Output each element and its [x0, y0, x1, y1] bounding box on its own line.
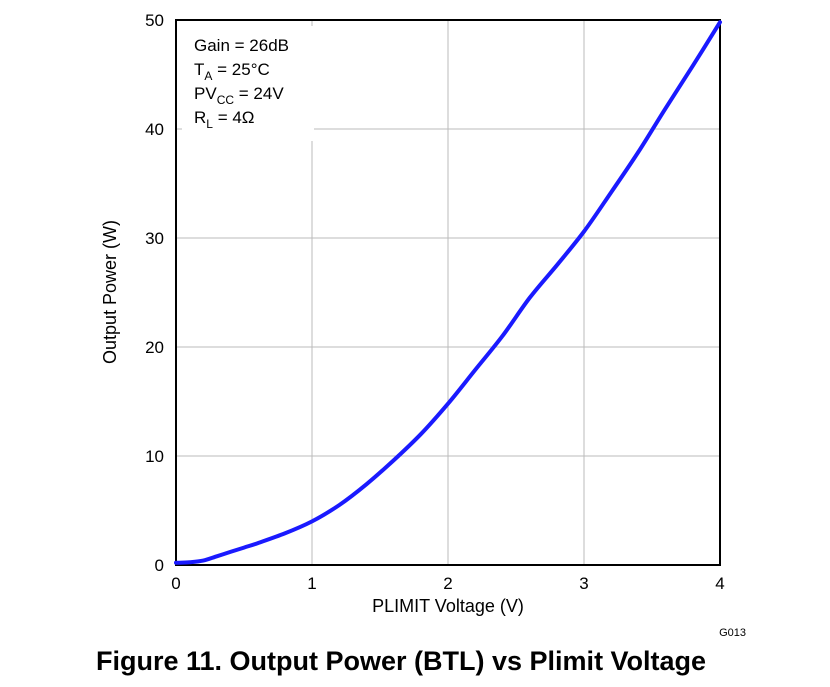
x-tick-label: 1 — [307, 574, 316, 593]
annotation-supply: PVCC = 24V — [194, 84, 284, 107]
series-line-output-power — [174, 20, 722, 565]
y-tick-label: 50 — [145, 11, 164, 30]
annotation-box: Gain = 26dB TA = 25°C PVCC = 24V RL = 4Ω — [182, 26, 314, 141]
x-axis-label: PLIMIT Voltage (V) — [372, 596, 524, 616]
y-tick-label: 40 — [145, 120, 164, 139]
figure-code: G013 — [719, 627, 746, 639]
annotation-gain: Gain = 26dB — [194, 36, 289, 55]
x-tick-label: 3 — [579, 574, 588, 593]
chart: Gain = 26dB TA = 25°C PVCC = 24V RL = 4Ω… — [100, 11, 746, 639]
annotation-temperature: TA = 25°C — [194, 60, 270, 83]
figure-caption: Figure 11. Output Power (BTL) vs Plimit … — [96, 646, 707, 676]
plot-frame — [175, 19, 721, 566]
x-tick-label: 4 — [715, 574, 724, 593]
y-tick-label: 10 — [145, 447, 164, 466]
annotation-background — [182, 26, 314, 141]
y-axis-label: Output Power (W) — [100, 220, 120, 364]
annotation-load: RL = 4Ω — [194, 108, 255, 131]
y-tick-labels: 0 10 20 30 40 50 — [145, 11, 164, 575]
y-tick-label: 30 — [145, 229, 164, 248]
y-tick-label: 20 — [145, 338, 164, 357]
x-tick-label: 0 — [171, 574, 180, 593]
y-tick-label: 0 — [155, 556, 164, 575]
x-tick-label: 2 — [443, 574, 452, 593]
x-tick-labels: 0 1 2 3 4 — [171, 574, 724, 593]
